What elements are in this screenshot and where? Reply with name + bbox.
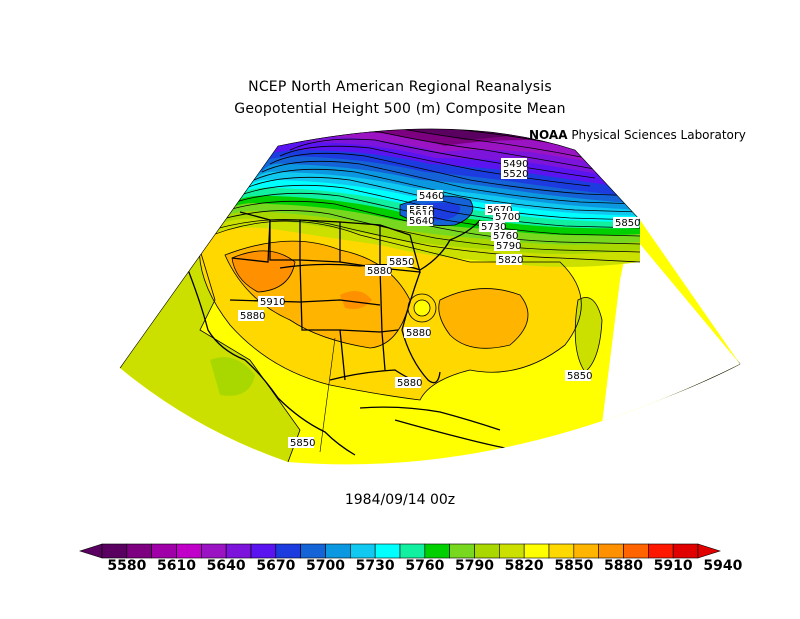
svg-text:5850: 5850 [615, 218, 640, 229]
colorbar-swatch [623, 543, 649, 559]
colorbar-swatch [424, 543, 450, 559]
colorbar-swatch [350, 543, 376, 559]
contour-label: 5640 [407, 215, 434, 227]
colorbar-swatch [648, 543, 674, 559]
coastlines [184, 211, 506, 456]
colorbar-tick-label: 5760 [405, 558, 445, 574]
contour-label: 5760 [491, 230, 518, 242]
svg-text:5850: 5850 [290, 438, 315, 449]
contour-label: 5610 [407, 209, 434, 220]
colorbar-swatch [374, 543, 401, 559]
colorbar-swatch [201, 543, 227, 559]
contour-label: 5670 [485, 204, 512, 216]
contour-label: 5880 [365, 265, 392, 277]
colorbar-swatch [449, 543, 475, 559]
svg-text:5910: 5910 [260, 297, 285, 308]
colorbar-swatch [573, 543, 599, 559]
sector-outline [119, 128, 641, 369]
colorbar-tick-label: 5640 [206, 558, 246, 574]
colorbar-tick-label: 5670 [256, 558, 296, 574]
contour-label: 5490 [501, 158, 528, 170]
svg-text:5520: 5520 [503, 169, 528, 180]
svg-text:5490: 5490 [503, 159, 528, 170]
colorbar-swatch [548, 543, 575, 559]
colorbar-tick-label: 5940 [703, 558, 743, 574]
colorbar-tick-label: 5850 [554, 558, 594, 574]
colorbar-swatch [499, 543, 525, 559]
svg-text:5670: 5670 [487, 205, 512, 216]
colorbar-swatch [126, 543, 152, 559]
contour-label: 5910 [258, 296, 285, 308]
colorbar-swatch [325, 543, 351, 559]
noaa-logo: NOAA [529, 128, 568, 142]
contour-label: 5880 [395, 377, 422, 389]
colorbar-swatch [225, 543, 252, 559]
colorbar-swatch [275, 543, 301, 559]
colorbar-arrow-left [79, 543, 103, 559]
colorbar-tick-label: 5910 [653, 558, 693, 574]
contour-label: 5730 [479, 221, 506, 233]
svg-text:5760: 5760 [493, 231, 518, 242]
colorbar-swatch [399, 543, 426, 559]
colorbar-swatch [474, 543, 500, 559]
svg-text:5850: 5850 [389, 257, 414, 268]
map-title: NCEP North American Regional Reanalysis [248, 79, 552, 95]
colorbar-swatch [151, 543, 177, 559]
colorbar-arrow-right [697, 543, 721, 559]
colorbar-swatch [523, 543, 550, 559]
svg-text:5850: 5850 [567, 371, 592, 382]
contour-label-group: 5490 5520 5460 5550 5610 5640 5670 5700 … [238, 158, 640, 449]
colorbar-tick-label: 5820 [504, 558, 544, 574]
contour-label: 5520 [501, 168, 528, 180]
colorbar-swatch [176, 543, 202, 559]
contour-label: 5850 [565, 370, 592, 382]
svg-text:5640: 5640 [409, 216, 434, 227]
svg-text:5880: 5880 [367, 266, 392, 277]
colorbar-swatch [101, 543, 128, 559]
meridian-line [319, 337, 336, 453]
colorbar-swatch [598, 543, 624, 559]
svg-text:5460: 5460 [419, 191, 444, 202]
contour-label: 5880 [238, 310, 265, 322]
colorbar-swatch [672, 543, 699, 559]
colorbar-tick-label: 5610 [157, 558, 196, 574]
colorbar-swatch [250, 543, 277, 559]
colorbar-tick-label: 5880 [604, 558, 643, 574]
colorbar-tick-label: 5730 [355, 558, 395, 574]
contour-label: 5850 [613, 217, 640, 229]
contour-label: 5460 [417, 190, 444, 202]
svg-text:5880: 5880 [240, 311, 265, 322]
credit-text: Physical Sciences Laboratory [567, 128, 746, 142]
contour-label: 5850 [387, 256, 414, 268]
svg-text:5700: 5700 [495, 212, 520, 223]
map-subtitle: Geopotential Height 500 (m) Composite Me… [234, 101, 566, 117]
credit-label: NOAA Physical Sciences Laboratory [529, 128, 746, 142]
colorbar-tick-label: 5700 [306, 558, 345, 574]
contour-label: 5850 [288, 437, 315, 449]
contour-label: 5880 [404, 327, 431, 339]
contour-label: 5820 [496, 254, 523, 266]
colorbar-tick-label: 5790 [455, 558, 494, 574]
svg-text:5790: 5790 [496, 241, 521, 252]
date-label: 1984/09/14 00z [344, 492, 456, 508]
colorbar-swatch [300, 543, 326, 559]
svg-text:5880: 5880 [406, 328, 431, 339]
svg-text:5730: 5730 [481, 222, 506, 233]
svg-text:5820: 5820 [498, 255, 523, 266]
svg-text:5880: 5880 [397, 378, 422, 389]
contour-label: 5790 [494, 240, 521, 252]
colorbar-tick-label: 5580 [107, 558, 147, 574]
svg-text:5610: 5610 [409, 209, 434, 220]
contour-label: 5700 [493, 211, 520, 223]
